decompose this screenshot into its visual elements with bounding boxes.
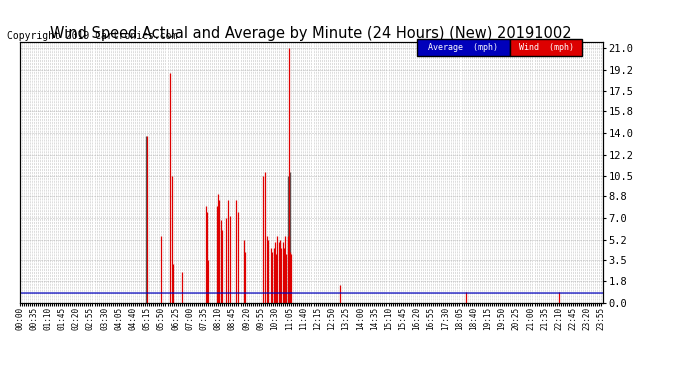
Text: Average  (mph): Average (mph) [428, 43, 498, 52]
Text: Copyright 2019 Cartronics.com: Copyright 2019 Cartronics.com [7, 32, 177, 41]
Text: Wind  (mph): Wind (mph) [519, 43, 573, 52]
Title: Wind Speed Actual and Average by Minute (24 Hours) (New) 20191002: Wind Speed Actual and Average by Minute … [50, 26, 572, 41]
